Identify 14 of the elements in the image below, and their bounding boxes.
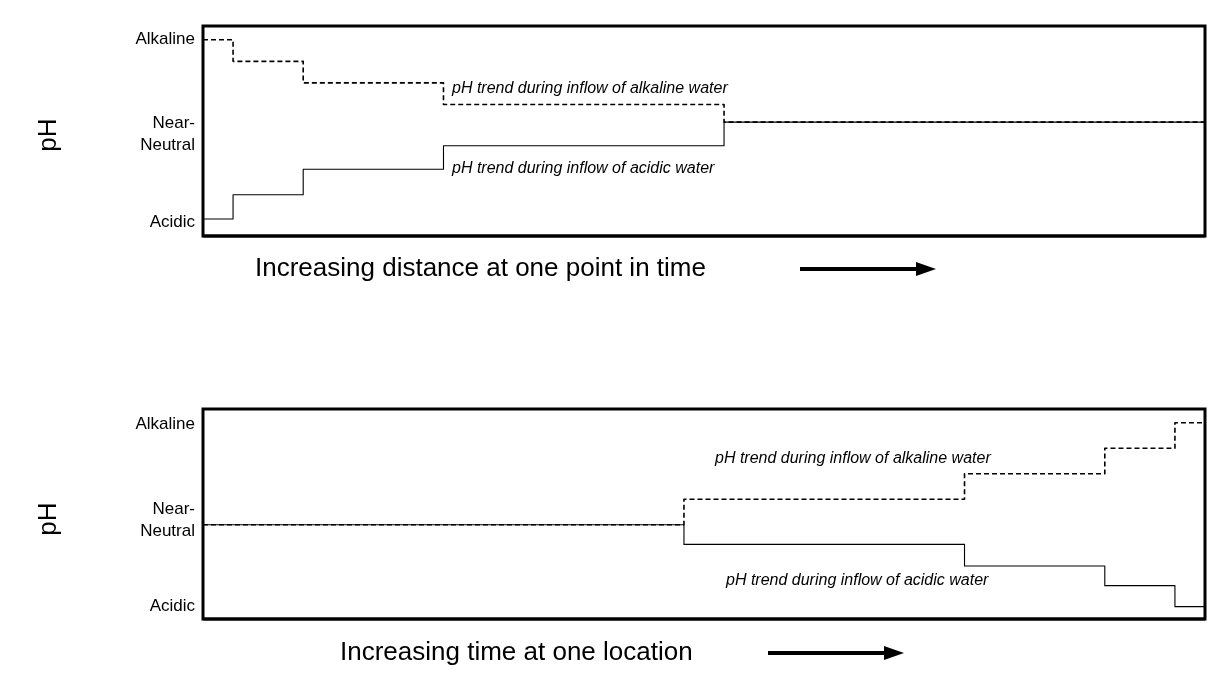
text: Near-Neutral	[140, 498, 195, 542]
text: Near-Neutral	[140, 112, 195, 156]
text: Acidic	[149, 211, 195, 233]
y-axis-title: pH	[32, 502, 62, 536]
text: Alkaline	[135, 413, 195, 435]
text: Acidic	[149, 595, 195, 617]
x-axis-title: Increasing time at one location	[340, 635, 693, 668]
annotation: pH trend during inflow of alkaline water	[452, 78, 728, 98]
y-axis-title: pH	[32, 118, 62, 152]
annotation: pH trend during inflow of acidic water	[726, 570, 989, 590]
annotation: pH trend during inflow of alkaline water	[715, 448, 991, 468]
annotation: pH trend during inflow of acidic water	[452, 158, 715, 178]
x-axis-title: Increasing distance at one point in time	[255, 251, 706, 284]
text: Alkaline	[135, 28, 195, 50]
